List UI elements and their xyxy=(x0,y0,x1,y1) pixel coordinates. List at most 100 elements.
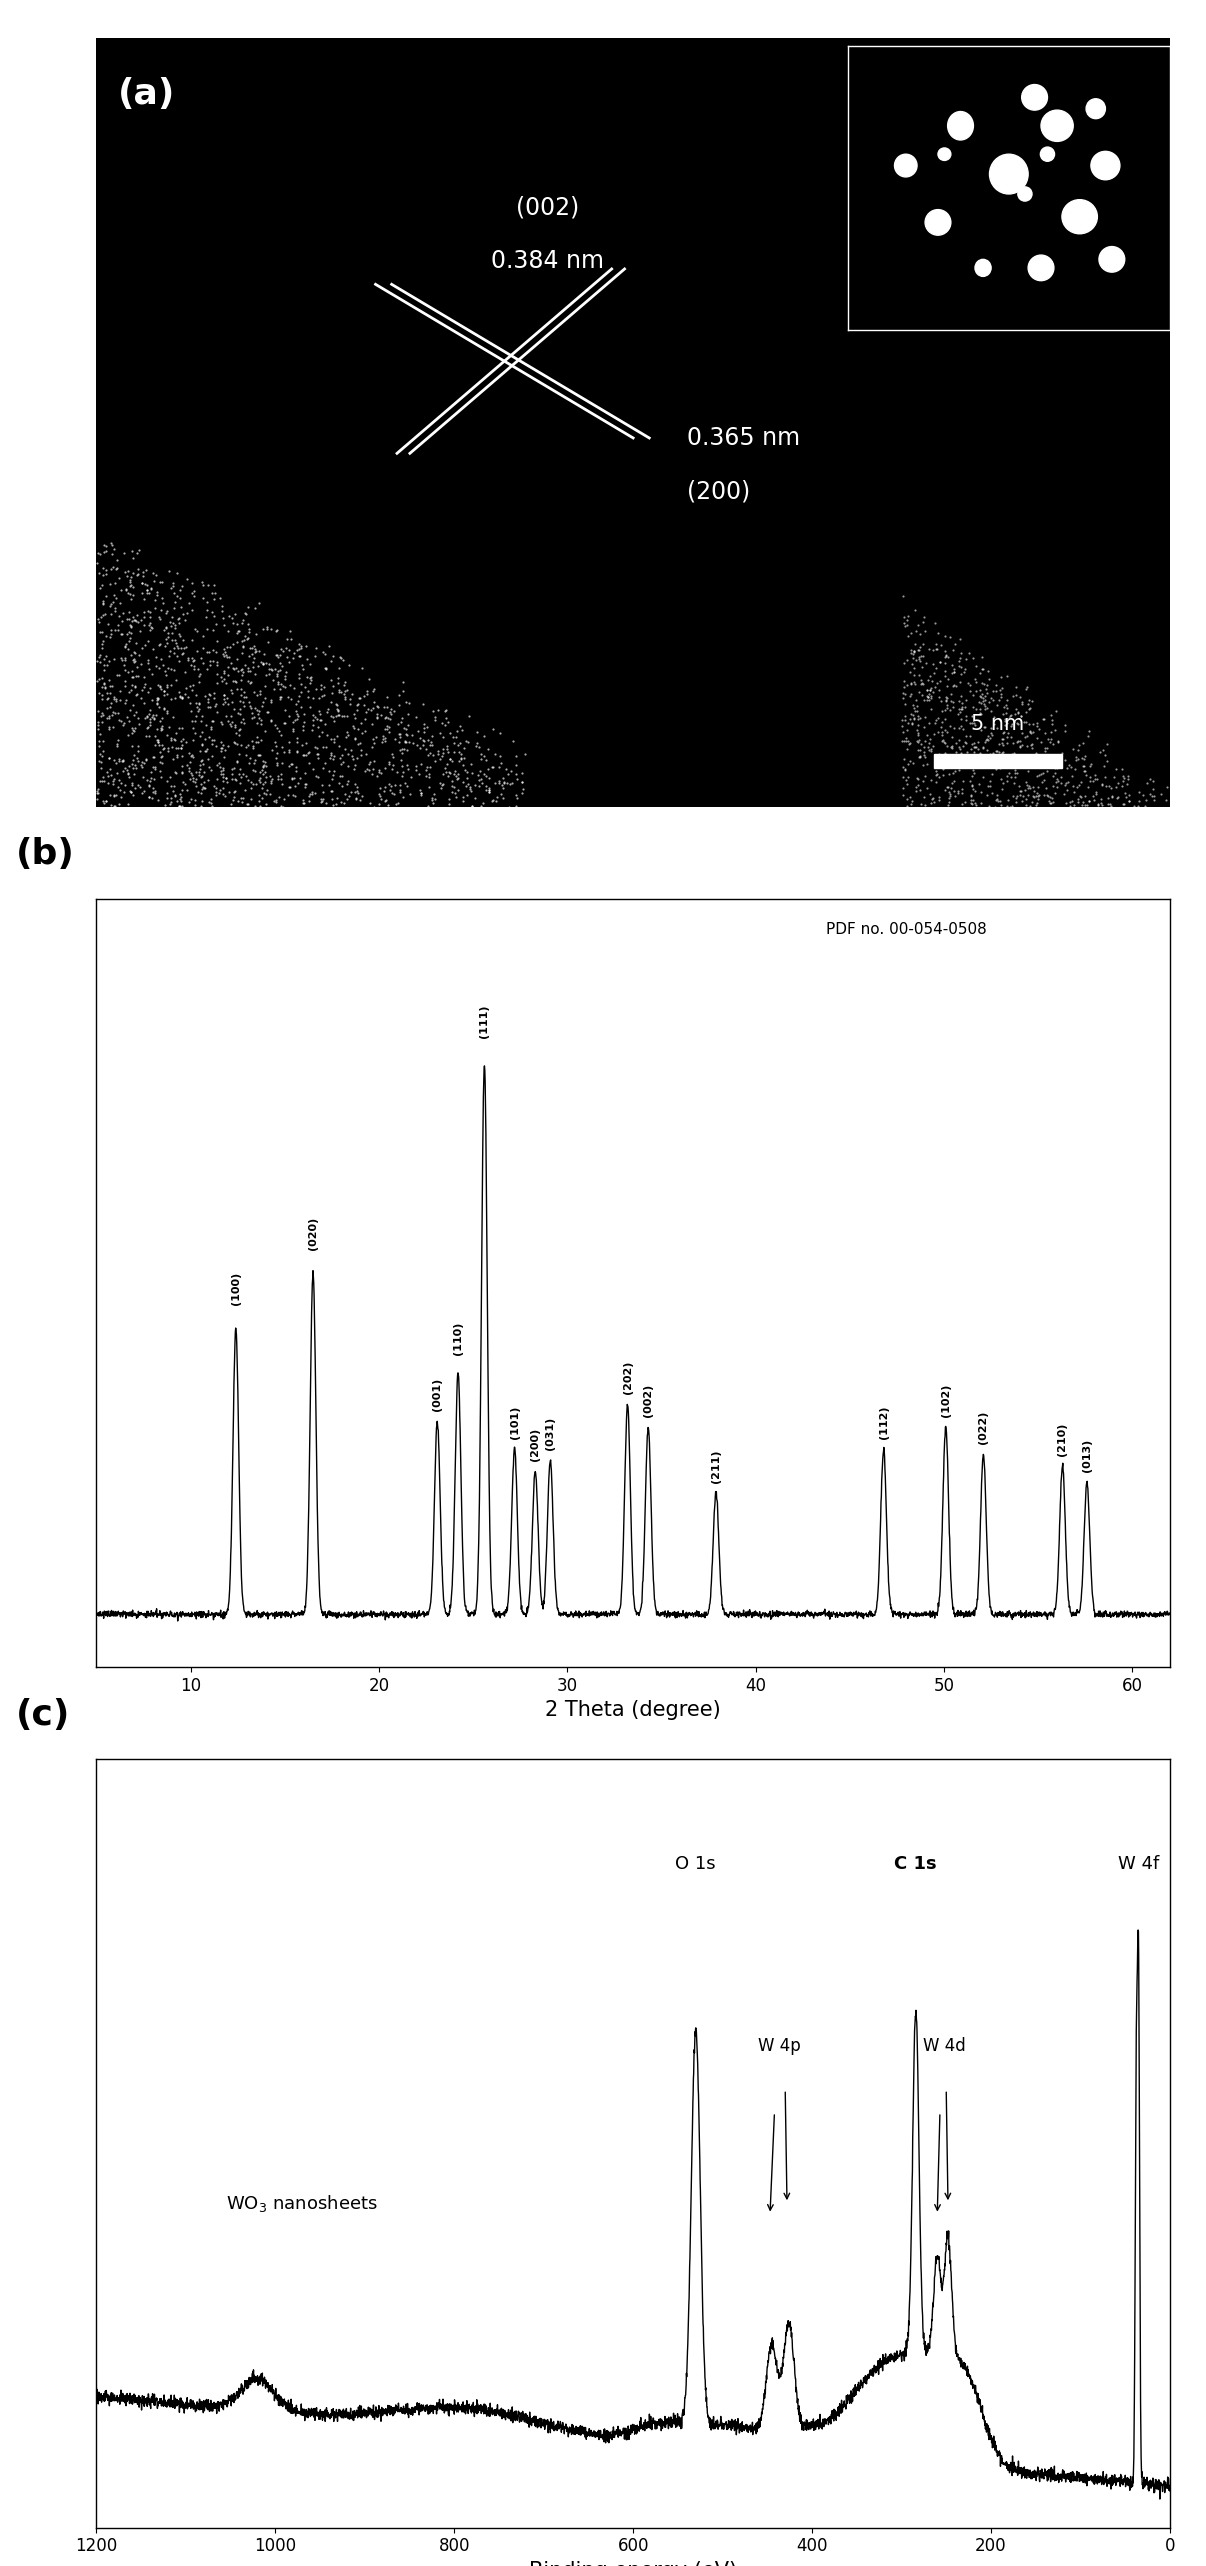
Point xyxy=(275,667,294,708)
Point xyxy=(206,775,226,816)
Point xyxy=(344,749,363,790)
Point xyxy=(154,688,174,729)
Point xyxy=(230,693,250,734)
Point xyxy=(956,716,976,757)
Point xyxy=(1005,757,1024,798)
Point xyxy=(355,675,374,716)
Point xyxy=(112,739,131,780)
Point xyxy=(397,765,416,806)
Point xyxy=(967,726,987,767)
Point xyxy=(966,783,985,824)
Point xyxy=(973,726,993,767)
Point xyxy=(921,688,941,729)
Point xyxy=(300,657,320,698)
Point xyxy=(1001,706,1020,747)
Point xyxy=(207,744,227,785)
Point xyxy=(240,608,259,649)
Point xyxy=(246,688,265,729)
Point xyxy=(123,657,142,698)
Point xyxy=(127,657,146,698)
Point xyxy=(104,582,123,624)
Point xyxy=(320,765,339,806)
Point xyxy=(515,734,534,775)
Point xyxy=(154,688,174,729)
Point xyxy=(293,724,312,765)
Point xyxy=(494,762,514,803)
Point xyxy=(971,670,990,711)
Point xyxy=(1143,767,1163,808)
Point xyxy=(89,603,109,644)
Point xyxy=(123,575,142,616)
Point xyxy=(122,772,141,813)
Point xyxy=(321,739,340,780)
Point xyxy=(125,634,145,675)
Point xyxy=(447,770,467,811)
Point xyxy=(105,677,124,718)
Point xyxy=(157,654,176,695)
Point xyxy=(164,562,183,603)
Point xyxy=(105,639,124,680)
Point xyxy=(1106,749,1125,790)
Point xyxy=(988,775,1007,816)
Point xyxy=(965,726,984,767)
Point xyxy=(914,734,933,775)
Point xyxy=(347,685,367,726)
Point xyxy=(227,603,246,644)
Point xyxy=(267,611,286,652)
Point xyxy=(452,736,472,777)
Point xyxy=(341,770,361,811)
Point xyxy=(262,701,281,742)
Point xyxy=(908,721,927,762)
Point xyxy=(908,606,927,647)
Point xyxy=(987,708,1006,749)
Point xyxy=(971,711,990,752)
Point xyxy=(944,652,964,693)
Point xyxy=(90,742,110,783)
Point xyxy=(141,757,160,798)
Point xyxy=(971,683,990,724)
Point xyxy=(137,706,157,747)
Point xyxy=(145,698,164,739)
Point xyxy=(333,639,352,680)
Point xyxy=(508,777,527,819)
Point xyxy=(1136,785,1155,826)
Point xyxy=(233,780,252,821)
Point xyxy=(241,662,260,703)
Point xyxy=(140,667,159,708)
Point xyxy=(134,593,153,634)
Point xyxy=(192,757,211,798)
Point xyxy=(903,634,923,675)
Point xyxy=(314,747,333,788)
Point xyxy=(90,567,110,608)
Point xyxy=(103,547,122,588)
Point xyxy=(895,659,914,701)
Point xyxy=(379,785,398,826)
Point xyxy=(130,703,150,744)
Point xyxy=(380,744,399,785)
Point xyxy=(228,613,247,654)
Point xyxy=(453,780,473,821)
Point xyxy=(157,690,176,731)
Point xyxy=(937,680,956,721)
Point xyxy=(1028,772,1047,813)
Point xyxy=(158,777,177,819)
Point xyxy=(133,747,152,788)
Point xyxy=(953,783,972,824)
Point xyxy=(978,765,997,806)
Point xyxy=(147,572,166,613)
Point xyxy=(979,785,999,826)
Point xyxy=(118,572,137,613)
Point xyxy=(920,670,939,711)
Point xyxy=(1019,749,1038,790)
Point xyxy=(956,695,976,736)
Point xyxy=(129,529,148,570)
Point xyxy=(488,760,508,801)
Point xyxy=(955,744,974,785)
Point xyxy=(1002,744,1021,785)
Point xyxy=(369,688,388,729)
Point xyxy=(135,770,154,811)
Point xyxy=(942,672,961,713)
Point xyxy=(913,662,932,703)
Point xyxy=(295,752,315,793)
Point xyxy=(438,744,457,785)
